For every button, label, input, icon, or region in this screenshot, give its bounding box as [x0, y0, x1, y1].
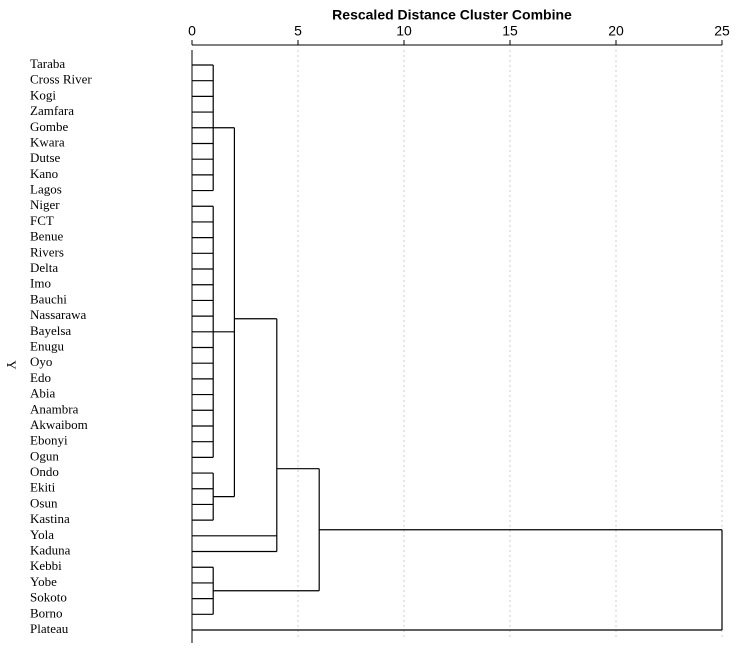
- leaf-label: Ondo: [30, 464, 59, 479]
- leaf-label: Dutse: [30, 150, 61, 165]
- leaf-label: Osun: [30, 495, 58, 510]
- leaf-label: Lagos: [30, 182, 62, 197]
- leaf-label: Abia: [30, 386, 56, 401]
- x-tick-label: 5: [294, 23, 302, 39]
- leaf-label: Kano: [30, 166, 58, 181]
- leaf-label: Bayelsa: [30, 323, 71, 338]
- x-tick-label: 0: [188, 23, 196, 39]
- leaf-label: Akwaibom: [30, 417, 88, 432]
- leaf-label: Anambra: [30, 401, 79, 416]
- leaf-label: Taraba: [30, 56, 65, 71]
- leaf-label: Oyo: [30, 354, 52, 369]
- leaf-label: Edo: [30, 370, 51, 385]
- x-tick-label: 25: [714, 23, 730, 39]
- leaf-label: Bauchi: [30, 291, 67, 306]
- leaf-label: Ebonyi: [30, 433, 68, 448]
- leaf-label: Kaduna: [30, 543, 71, 558]
- x-tick-label: 10: [396, 23, 412, 39]
- leaf-label: Cross River: [30, 72, 92, 87]
- leaf-label: Enugu: [30, 338, 64, 353]
- leaf-label: Yola: [30, 527, 54, 542]
- leaf-label: Gombe: [30, 119, 69, 134]
- leaf-label: Kogi: [30, 87, 56, 102]
- leaf-label: Rivers: [30, 244, 64, 259]
- y-label: Y: [4, 360, 19, 370]
- leaf-label: Kebbi: [30, 558, 62, 573]
- leaf-label: Kastina: [30, 511, 70, 526]
- x-tick-label: 15: [502, 23, 518, 39]
- leaf-label: Yobe: [30, 574, 57, 589]
- leaf-label: Niger: [30, 197, 60, 212]
- leaf-label: Delta: [30, 260, 58, 275]
- leaf-label: Kwara: [30, 134, 65, 149]
- leaf-label: Imo: [30, 276, 51, 291]
- leaf-label: FCT: [30, 213, 54, 228]
- leaf-label: Nassarawa: [30, 307, 87, 322]
- x-tick-label: 20: [608, 23, 624, 39]
- leaf-label: Zamfara: [30, 103, 74, 118]
- leaf-label: Benue: [30, 229, 63, 244]
- leaf-label: Sokoto: [30, 590, 67, 605]
- leaf-label: Ogun: [30, 448, 59, 463]
- leaf-label: Ekiti: [30, 480, 56, 495]
- chart-title: Rescaled Distance Cluster Combine: [332, 7, 572, 23]
- leaf-label: Borno: [30, 605, 63, 620]
- leaf-label: Plateau: [30, 621, 69, 636]
